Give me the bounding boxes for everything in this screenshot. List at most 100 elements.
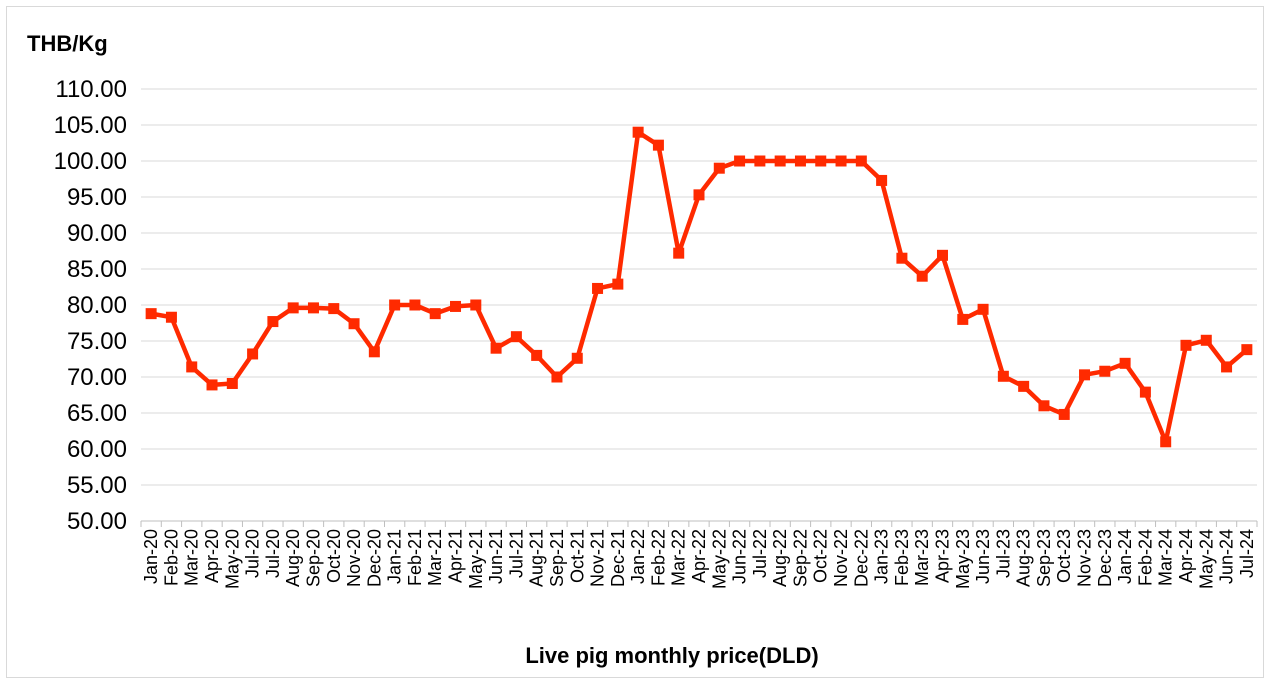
data-point-marker [754,155,766,167]
x-tick-label: Jan-23 [872,529,892,584]
data-point-marker [1079,369,1091,381]
x-tick-label: Mar-21 [425,529,445,586]
x-axis-title: Live pig monthly price(DLD) [525,643,818,668]
y-tick-label: 110.00 [55,76,127,103]
x-tick-label: Dec-22 [851,529,871,587]
data-point-marker [774,155,786,167]
x-tick-label: Feb-24 [1135,529,1155,586]
data-point-marker [1180,339,1192,351]
x-tick-label: Jul-23 [993,529,1013,578]
data-point-marker [1058,408,1070,420]
data-point-marker [673,247,685,259]
x-tick-label: Dec-23 [1095,529,1115,587]
x-tick-label: Aug-21 [527,529,547,587]
y-axis-unit-label: THB/Kg [27,31,108,56]
data-point-marker [531,349,543,361]
x-tick-label: Apr-22 [689,529,709,583]
data-point-marker [490,342,502,354]
data-point-marker [1018,380,1030,392]
data-point-marker [713,162,725,174]
x-tick-label: Jun-24 [1217,529,1237,584]
y-tick-label: 80.00 [67,292,127,319]
x-tick-label: Aug-23 [1014,529,1034,587]
x-tick-label: Sep-20 [303,529,323,587]
x-tick-label: Oct-20 [324,529,344,583]
x-tick-label: Apr-24 [1176,529,1196,583]
x-tick-label: May-22 [709,529,729,589]
x-tick-label: Jun-21 [486,529,506,584]
data-point-marker [916,270,928,282]
x-tick-label: Jul-24 [1237,529,1257,578]
x-tick-label: Jul-20 [243,529,263,578]
x-tick-label: Jan-21 [385,529,405,584]
x-tick-label: May-24 [1196,529,1216,589]
x-tick-label: Jan-20 [141,529,161,584]
chart-svg: 50.00 55.00 60.00 65.00 70.00 75.00 80.00 85.00… [27,31,1258,668]
x-tick-label: Oct-23 [1054,529,1074,583]
data-point-marker [1038,400,1050,412]
data-point-marker [815,155,827,167]
x-tick-label: Jan-24 [1115,529,1135,584]
x-tick-label: Feb-22 [648,529,668,586]
x-tick-label: Mar-22 [669,529,689,586]
x-tick-label: Dec-21 [608,529,628,587]
data-point-marker [632,126,644,138]
data-point-marker [693,189,705,201]
data-point-marker [977,303,989,315]
data-point-marker [165,311,177,323]
x-tick-label: Sep-23 [1034,529,1054,587]
x-tick-label: Feb-20 [161,529,181,586]
data-point-marker [592,282,604,294]
x-tick-label: Nov-21 [588,529,608,587]
data-point-marker [429,308,441,320]
x-tick-label: Apr-23 [932,529,952,583]
data-point-marker [794,155,806,167]
data-point-marker [936,249,948,261]
data-point-marker [855,155,867,167]
data-point-marker [145,308,157,320]
y-tick-labels: 50.00 55.00 60.00 65.00 70.00 75.00 80.00 85.00… [54,76,127,535]
x-tick-label: Aug-22 [770,529,790,587]
y-tick-label: 95.00 [67,184,127,211]
data-point-marker [1139,386,1151,398]
data-point-marker [1119,357,1131,369]
x-tick-label: Apr-20 [202,529,222,583]
data-point-marker [186,361,198,373]
y-tick-label: 105.00 [54,112,127,139]
x-tick-label: Mar-20 [182,529,202,586]
data-point-marker [1099,365,1111,377]
data-point-marker [470,299,482,311]
y-tick-label: 70.00 [67,364,127,391]
data-point-marker [734,155,746,167]
data-point-marker [348,318,360,330]
data-point-marker [328,303,340,315]
x-tick-label: Feb-21 [405,529,425,586]
x-tick-label: Jul-20 [263,529,283,578]
x-tick-label: May-21 [466,529,486,589]
data-point-marker [551,371,563,383]
data-point-marker [1221,361,1233,373]
x-tick-label: Oct-22 [811,529,831,583]
y-tick-label: 85.00 [67,256,127,283]
y-tick-label: 50.00 [67,508,127,535]
y-tick-label: 100.00 [54,148,127,175]
data-point-marker [835,155,847,167]
data-point-marker [510,331,522,343]
series-price [145,126,1253,448]
x-tick-label: Oct-21 [567,529,587,583]
x-tick-label: Mar-24 [1156,529,1176,586]
data-point-marker [1200,334,1212,346]
axes [140,520,1258,527]
x-tick-label: Nov-22 [831,529,851,587]
x-tick-label: May-20 [222,529,242,589]
data-point-marker [652,139,664,151]
x-tick-label: Feb-23 [892,529,912,586]
data-point-marker [876,174,888,186]
gridlines [141,88,1257,486]
x-tick-label: Mar-23 [912,529,932,586]
x-tick-labels: Jan-20 Feb-20 Mar-20 Apr-20 May-20 Jul-20 Jul-… [141,529,1257,589]
x-tick-label: Sep-22 [790,529,810,587]
y-tick-label: 75.00 [67,328,127,355]
x-tick-label: Jun-22 [730,529,750,584]
x-tick-label: Jun-23 [973,529,993,584]
